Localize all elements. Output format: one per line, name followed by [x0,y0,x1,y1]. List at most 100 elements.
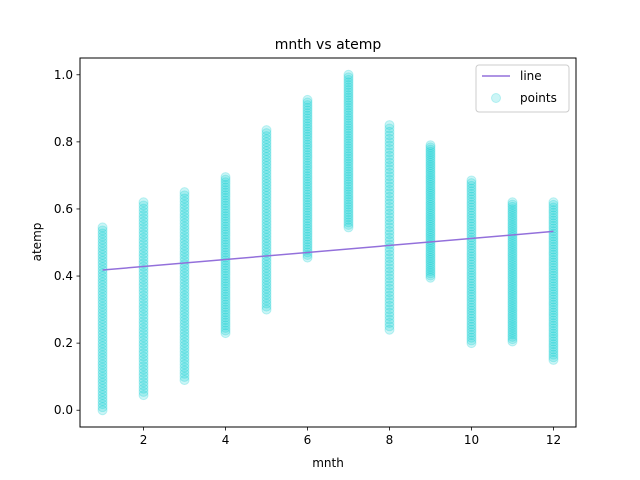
scatter-point [343,202,354,213]
scatter-point [97,255,108,266]
scatter-point [261,232,272,243]
scatter-point [466,289,477,300]
scatter-point [302,239,313,250]
x-axis-label: mnth [312,456,344,470]
scatter-point [220,289,231,300]
scatter-point [343,191,354,202]
scatter-point [97,362,108,373]
scatter-point [507,206,518,217]
scatter-point [384,126,395,137]
scatter-point [343,212,354,223]
scatter-point [302,163,313,174]
scatter-point [425,268,436,279]
scatter-point [425,270,436,281]
scatter-point [302,221,313,232]
scatter-point [343,90,354,101]
scatter-point [425,261,436,272]
scatter-point [343,214,354,225]
scatter-point [507,248,518,259]
scatter-point [261,271,272,282]
scatter-point [97,347,108,358]
scatter-point [261,178,272,189]
scatter-point [220,270,231,281]
scatter-point [548,210,559,221]
scatter-point [138,348,149,359]
scatter-point [466,240,477,251]
scatter-point [138,213,149,224]
scatter-point [138,312,149,323]
legend-label-points: points [520,91,557,105]
scatter-point [302,123,313,134]
scatter-point [343,151,354,162]
scatter-point [97,313,108,324]
scatter-point [97,371,108,382]
scatter-point [466,292,477,303]
scatter-point [220,244,231,255]
scatter-point [97,231,108,242]
scatter-point [261,166,272,177]
scatter-point [97,274,108,285]
scatter-point [97,234,108,245]
scatter-point [302,223,313,234]
scatter-point [466,178,477,189]
scatter-point [425,199,436,210]
y-tick-label: 0.0 [54,403,73,417]
line-layer [102,230,554,271]
scatter-point [384,324,395,335]
scatter-point [466,273,477,284]
scatter-point [507,243,518,254]
scatter-point [343,168,354,179]
scatter-point [425,142,436,153]
scatter-point [466,186,477,197]
scatter-point [425,263,436,274]
scatter-point [302,171,313,182]
scatter-point [384,246,395,257]
scatter-point [302,194,313,205]
scatter-point [220,281,231,292]
scatter-point [97,389,108,400]
scatter-point [548,273,559,284]
scatter-point [220,325,231,336]
scatter-point [97,365,108,376]
scatter-point [302,186,313,197]
scatter-point [343,148,354,159]
scatter-point [302,144,313,155]
scatter-point [179,293,190,304]
scatter-point [302,136,313,147]
scatter-point [261,226,272,237]
scatter-point [261,140,272,151]
scatter-point [343,113,354,124]
scatter-point [507,208,518,219]
scatter-point [384,297,395,308]
scatter-point [97,322,108,333]
scatter-point [220,307,231,318]
scatter-point [384,314,395,325]
scatter-point [97,353,108,364]
scatter-point [548,197,559,208]
scatter-point [97,332,108,343]
scatter-point [302,215,313,226]
scatter-point [507,301,518,312]
scatter-point [548,297,559,308]
scatter-point [425,219,436,230]
scatter-point [179,234,190,245]
scatter-point [548,239,559,250]
scatter-point [425,259,436,270]
scatter-point [302,94,313,105]
scatter-point [466,175,477,186]
scatter-point [343,74,354,85]
scatter-point [384,294,395,305]
scatter-point [138,309,149,320]
scatter-point [343,161,354,172]
scatter-point [261,190,272,201]
legend-points-swatch [491,93,501,103]
scatter-point [466,245,477,256]
scatter-point [466,278,477,289]
scatter-point [384,174,395,185]
scatter-point [220,247,231,258]
scatter-point [179,331,190,342]
scatter-point [220,239,231,250]
scatter-point [220,218,231,229]
scatter-point [302,205,313,216]
scatter-point [384,150,395,161]
